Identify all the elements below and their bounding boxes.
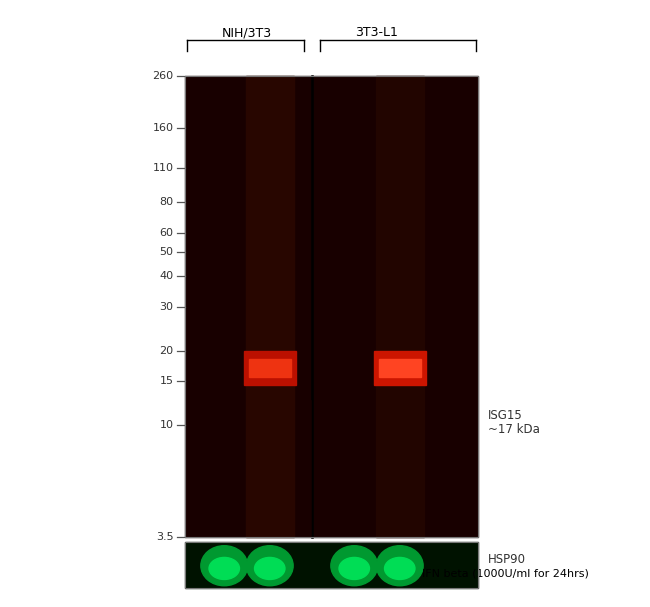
Bar (246, 76, 294, 537)
Bar (374, 351, 426, 385)
Text: 60: 60 (159, 228, 174, 238)
Text: 10: 10 (159, 420, 174, 430)
Text: 80: 80 (159, 197, 174, 207)
Bar (244, 351, 296, 385)
Text: 50: 50 (159, 248, 174, 257)
Text: 30: 30 (159, 302, 174, 312)
Text: ISG15: ISG15 (488, 409, 522, 422)
Bar (185, 542, 478, 588)
Bar (376, 76, 424, 537)
Bar (185, 76, 478, 537)
Text: ~17 kDa: ~17 kDa (488, 422, 540, 436)
Text: 3T3-L1: 3T3-L1 (356, 27, 398, 39)
Text: 110: 110 (153, 163, 174, 173)
Text: 40: 40 (159, 271, 174, 281)
Bar (185, 76, 478, 537)
Text: 260: 260 (152, 71, 174, 81)
Ellipse shape (376, 546, 423, 586)
Ellipse shape (339, 557, 369, 580)
Ellipse shape (255, 557, 285, 580)
Text: 20: 20 (159, 345, 174, 356)
Text: IFN beta (1000U/ml for 24hrs): IFN beta (1000U/ml for 24hrs) (422, 569, 590, 578)
Ellipse shape (201, 546, 248, 586)
Text: +: + (394, 566, 406, 581)
Text: -: - (222, 566, 227, 581)
Ellipse shape (331, 546, 378, 586)
Bar (185, 542, 478, 588)
Text: 15: 15 (159, 376, 174, 386)
Bar (249, 359, 291, 377)
Ellipse shape (209, 557, 239, 580)
Text: NIH/3T3: NIH/3T3 (222, 27, 272, 39)
Ellipse shape (246, 546, 293, 586)
Text: 160: 160 (153, 123, 174, 133)
Text: -: - (352, 566, 357, 581)
Bar (379, 359, 421, 377)
Ellipse shape (385, 557, 415, 580)
Text: HSP90: HSP90 (488, 553, 525, 566)
Text: 3.5: 3.5 (156, 532, 174, 542)
Text: +: + (264, 566, 276, 581)
